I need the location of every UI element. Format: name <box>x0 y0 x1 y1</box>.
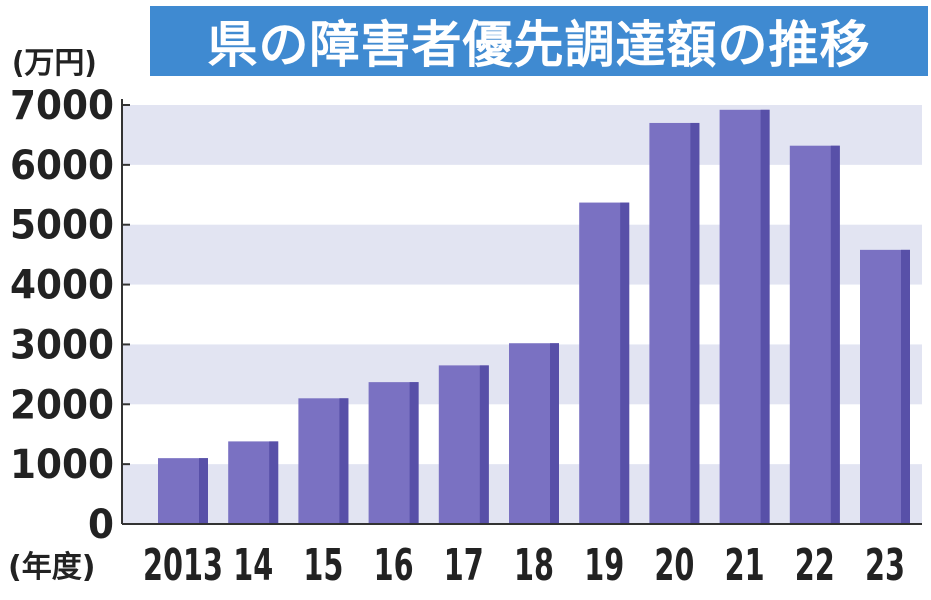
bar-shade <box>339 398 349 524</box>
y-tick-labels: 0 1000 2000 3000 4000 5000 6000 7000 <box>10 83 114 548</box>
bar <box>438 365 489 524</box>
chart-title: 県の障害者優先調達額の推移 <box>207 16 871 74</box>
bars <box>158 109 910 524</box>
x-tick-label: 14 <box>233 540 273 591</box>
x-tick-label: 17 <box>444 540 484 591</box>
y-tick-label: 2000 <box>10 382 114 428</box>
y-axis-unit-label: (万円) <box>12 46 97 81</box>
y-tick-label: 4000 <box>10 263 114 309</box>
bar <box>509 343 559 524</box>
bar-shade <box>690 122 700 524</box>
bar-shade <box>620 202 630 524</box>
bar <box>649 122 700 524</box>
axes <box>121 99 922 525</box>
x-axis-unit-label: (年度) <box>8 550 95 585</box>
bar-shade <box>901 249 910 524</box>
bar <box>228 441 279 524</box>
bar-shade <box>760 109 770 524</box>
x-tick-label: 20 <box>654 540 694 591</box>
bar <box>368 382 419 524</box>
y-tick-label: 3000 <box>10 322 114 368</box>
bar-shade <box>199 458 208 524</box>
bar <box>719 109 770 524</box>
x-tick-label: 23 <box>865 540 905 591</box>
y-tick-label: 0 <box>88 502 114 548</box>
bar-shade <box>479 365 489 524</box>
x-tick-label: 18 <box>514 540 554 591</box>
bar <box>158 458 208 524</box>
y-tick-label: 5000 <box>10 203 114 249</box>
grid-band <box>122 105 922 165</box>
y-tick-label: 7000 <box>10 83 114 129</box>
chart-title-box: 県の障害者優先調達額の推移 <box>150 6 928 76</box>
bar <box>579 202 630 524</box>
bar-shade <box>550 343 559 524</box>
x-tick-label: 16 <box>374 540 414 591</box>
bar-shade <box>409 382 419 524</box>
x-tick-labels: 2013 14 15 16 17 18 19 20 21 22 23 <box>143 540 905 591</box>
x-tick-label: 19 <box>584 540 624 591</box>
bar-shade <box>830 145 840 524</box>
bar-shade <box>269 441 279 524</box>
y-tick-label: 1000 <box>10 442 114 488</box>
bar <box>298 398 349 524</box>
bar <box>860 249 910 524</box>
x-tick-label: 2013 <box>143 540 223 591</box>
x-tick-label: 21 <box>725 540 765 591</box>
grid-band <box>122 224 922 285</box>
y-tick-label: 6000 <box>10 143 114 189</box>
x-tick-label: 22 <box>795 540 835 591</box>
x-tick-label: 15 <box>303 540 343 591</box>
bar <box>789 145 840 524</box>
